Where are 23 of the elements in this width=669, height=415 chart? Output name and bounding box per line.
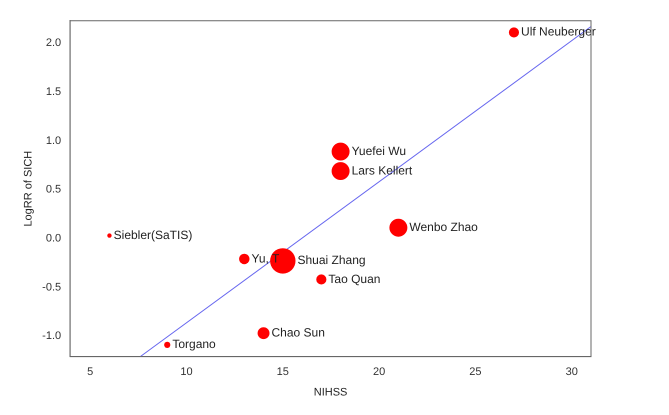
annotation: Yuefei Wu [352,144,406,158]
y-tick-label: -0.5 [42,281,62,294]
y-tick-label: 2.0 [46,37,62,50]
annotation: Yu, T [252,251,280,266]
x-axis-title: NIHSS [314,386,348,398]
annotation: Siebler(SaTIS) [114,228,192,242]
y-tick-label: 1.0 [46,134,62,147]
y-tick-label: 0.5 [46,184,62,196]
y-axis-title: LogRR of SICH [22,150,35,227]
annotation: Chao Sun [272,325,325,340]
x-tick-label: 15 [276,366,289,378]
y-tick-label: 1.5 [46,86,62,98]
annotation: Torgano [172,337,216,352]
annotation: Shuai Zhang [298,253,366,268]
x-tick-label: 5 [87,366,94,378]
x-tick-label: 10 [180,366,193,378]
annotation: Wenbo Zhao [409,220,478,234]
annotation: Tao Quan [328,272,380,286]
y-tick-label: 0.0 [46,232,62,244]
x-tick-label: 30 [566,366,578,378]
y-tick-label: -1.0 [42,330,62,342]
x-tick-label: 20 [372,366,386,378]
x-tick-label: 25 [469,366,482,378]
